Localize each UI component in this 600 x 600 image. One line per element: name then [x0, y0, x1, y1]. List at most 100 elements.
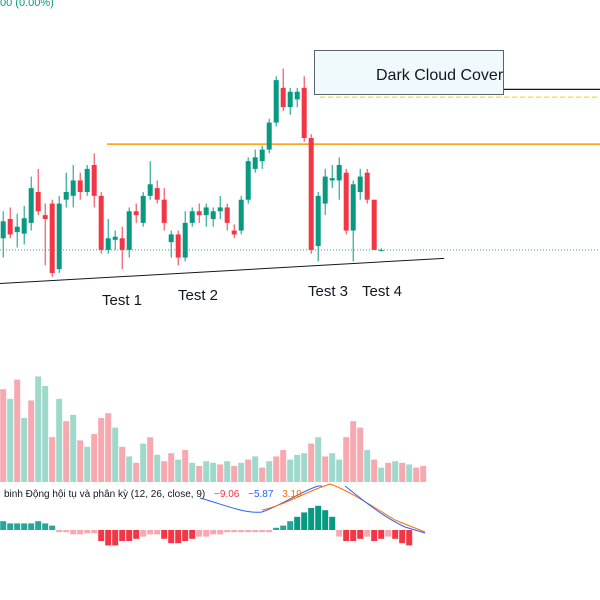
macd-histogram-bar: [35, 521, 42, 530]
volume-bar: [63, 421, 70, 482]
volume-bar: [105, 413, 112, 482]
volume-bar: [196, 466, 203, 482]
support-trendline: [0, 257, 445, 285]
candle: [343, 168, 349, 235]
macd-histogram-bar: [210, 530, 217, 535]
candle-body: [105, 238, 111, 250]
macd-histogram-bar: [84, 530, 91, 534]
macd-histogram-bar: [189, 530, 196, 539]
candle-body: [266, 122, 272, 150]
macd-histogram-bar: [329, 516, 336, 530]
macd-histogram-bar: [238, 530, 245, 533]
candle: [336, 157, 342, 200]
candle: [196, 203, 202, 223]
candle-body: [175, 234, 181, 258]
candle-body: [280, 87, 286, 108]
volume-bar: [203, 461, 210, 482]
macd-histogram-bar: [217, 530, 224, 535]
dark-cloud-cover-box[interactable]: [314, 50, 504, 95]
macd-histogram-bar: [14, 523, 21, 530]
candle: [140, 192, 146, 227]
candle: [7, 207, 13, 239]
macd-histogram-bar: [21, 523, 28, 530]
volume-bar: [378, 467, 385, 482]
candle: [364, 168, 370, 204]
candle: [224, 203, 230, 231]
volume-bar: [7, 398, 14, 482]
macd-histogram-bar: [357, 530, 364, 539]
candle-body: [28, 188, 34, 223]
volume-bar: [385, 462, 392, 482]
volume-bar: [98, 418, 105, 482]
volume-bar: [49, 437, 56, 482]
volume-bar: [420, 466, 427, 482]
macd-histogram-bar: [168, 530, 175, 544]
candle: [154, 180, 160, 204]
candle-body: [231, 230, 237, 235]
candle: [287, 87, 293, 115]
candle-body: [126, 211, 132, 250]
candle: [245, 157, 251, 204]
candle-body: [42, 215, 48, 219]
volume-bar: [147, 437, 154, 482]
volume-bar: [91, 434, 98, 482]
volume-bar: [336, 459, 343, 482]
macd-histogram-bar: [133, 530, 140, 539]
dark-cloud-cover-label: Dark Cloud Cover: [376, 67, 504, 84]
candle: [126, 207, 132, 258]
volume-bar: [126, 456, 133, 482]
candle: [14, 213, 20, 248]
candle-body: [14, 226, 20, 233]
candle: [301, 76, 307, 142]
candle: [189, 207, 195, 227]
price-candles: [0, 68, 384, 277]
volume-bar: [413, 467, 420, 482]
candle: [231, 224, 237, 239]
macd-histogram-bar: [364, 530, 371, 537]
volume-bar: [112, 427, 119, 482]
macd-histogram-bar: [308, 508, 315, 530]
candle: [133, 203, 139, 223]
volume-bar: [56, 398, 63, 482]
volume-bar: [343, 437, 350, 482]
macd-histogram-bar: [140, 530, 147, 537]
candle-body: [329, 178, 335, 181]
candle-body: [322, 176, 328, 204]
volume-bar: [119, 446, 126, 482]
macd-histogram-bar: [245, 530, 252, 533]
candle: [357, 168, 363, 200]
volume-bar: [406, 464, 413, 482]
candle-body: [252, 157, 258, 169]
macd-line-late: [344, 485, 426, 534]
volume-bar: [70, 414, 77, 482]
candle: [28, 176, 34, 231]
volume-bar: [77, 440, 84, 482]
volume-bar: [175, 459, 182, 482]
candle: [175, 230, 181, 266]
candle-body: [217, 207, 223, 212]
macd-histogram-bar: [287, 521, 294, 530]
macd-histogram-bar: [0, 521, 7, 530]
volume-bar: [399, 462, 406, 482]
macd-histogram-bar: [406, 530, 413, 546]
volume-bar: [322, 456, 329, 482]
macd-histogram-bar: [266, 530, 273, 533]
macd-histogram-bar: [392, 530, 399, 539]
candle-body: [357, 176, 363, 192]
macd-histogram-bar: [28, 523, 35, 530]
candle-body: [91, 165, 97, 196]
candle: [56, 195, 62, 273]
volume-bar: [217, 464, 224, 482]
candle: [217, 195, 223, 219]
volume-bar: [0, 389, 7, 482]
macd-histogram-bar: [7, 523, 14, 530]
volume-bar: [252, 456, 259, 482]
candle: [308, 134, 314, 254]
volume-bar: [161, 461, 168, 482]
candle: [98, 192, 104, 254]
candle: [266, 118, 272, 154]
volume-bar: [238, 462, 245, 482]
candle: [378, 248, 384, 252]
candle-body: [196, 211, 202, 216]
candle-body: [35, 192, 41, 212]
